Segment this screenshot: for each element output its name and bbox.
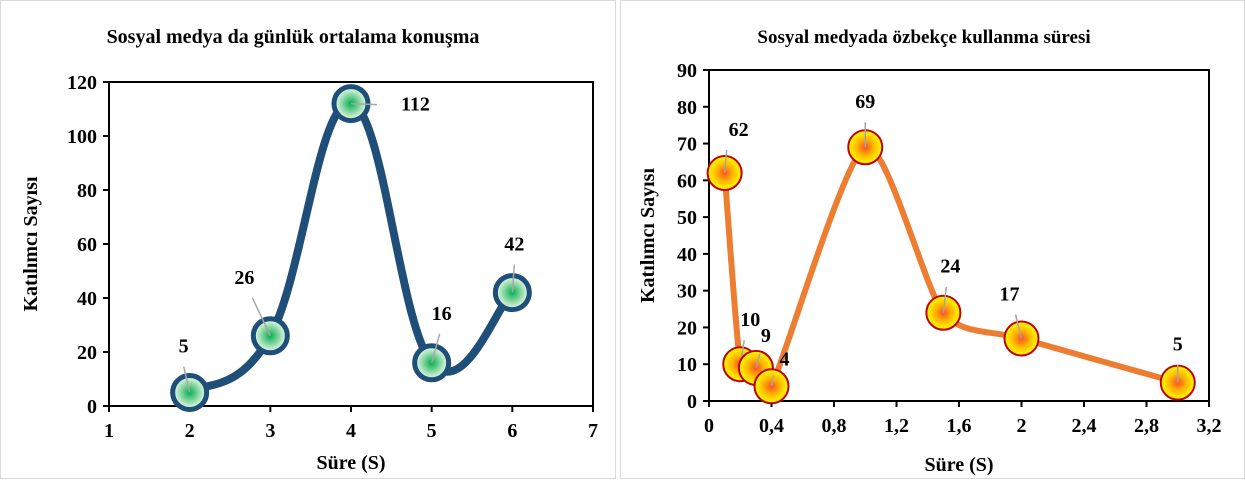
y-tick-label: 20 xyxy=(677,317,697,339)
data-label: 5 xyxy=(1173,334,1183,356)
x-axis-label: Süre (S) xyxy=(924,454,993,476)
x-tick-label: 1 xyxy=(104,420,114,442)
y-tick-label: 40 xyxy=(77,288,97,310)
data-label-leader xyxy=(1014,314,1023,339)
y-tick-label: 80 xyxy=(677,97,697,119)
y-tick-label: 10 xyxy=(677,354,697,376)
y-tick-label: 40 xyxy=(677,244,697,266)
y-tick-label: 50 xyxy=(677,207,697,229)
x-tick-label: 3 xyxy=(265,420,275,442)
y-tick-label: 100 xyxy=(67,126,97,148)
chart-right-svg: Sosyal medyada özbekçe kullanma süresi 0 1… xyxy=(637,27,1222,476)
data-label-leader xyxy=(755,353,761,369)
data-label-leader xyxy=(942,286,948,313)
data-label-leader xyxy=(350,102,378,106)
x-tick-label: 5 xyxy=(427,420,437,442)
data-label: 24 xyxy=(940,256,960,278)
x-tick-label: 2,8 xyxy=(1134,415,1159,437)
y-tick-label: 20 xyxy=(77,342,97,364)
x-tick-label: 6 xyxy=(507,420,517,442)
y-axis-label: Katılımcı Sayısı xyxy=(637,168,659,303)
y-tick-label: 0 xyxy=(87,396,97,418)
chart-title: Sosyal medyada özbekçe kullanma süresi xyxy=(757,27,1090,48)
x-tick-label: 0,8 xyxy=(822,415,847,437)
data-label: 5 xyxy=(179,336,189,358)
data-label-leader xyxy=(723,149,728,174)
y-tick-label: 30 xyxy=(677,281,697,303)
data-label-leader xyxy=(182,366,191,393)
data-label: 112 xyxy=(401,94,430,116)
x-tick-label: 2,4 xyxy=(1072,415,1097,437)
data-label: 26 xyxy=(234,267,254,289)
y-tick-label: 80 xyxy=(77,180,97,202)
y-axis-label: Katılımcı Sayısı xyxy=(20,176,42,311)
data-label: 62 xyxy=(729,119,749,141)
chart-title: Sosyal medya da günlük ortalama konuşma xyxy=(107,26,480,48)
x-tick-label: 4 xyxy=(346,420,356,442)
x-tick-label: 0 xyxy=(704,415,714,437)
series-line xyxy=(185,99,517,397)
data-label: 10 xyxy=(740,309,760,331)
x-tick-label: 7 xyxy=(588,420,598,442)
data-label: 9 xyxy=(761,325,771,347)
y-tick-label: 60 xyxy=(77,234,97,256)
x-tick-label: 2 xyxy=(185,420,195,442)
chart-panel-left: Sosyal medya da günlük ortalama konuşma 0… xyxy=(0,0,616,479)
x-tick-label: 3,2 xyxy=(1197,415,1222,437)
data-label-leader xyxy=(251,297,272,337)
data-label-leader xyxy=(511,264,516,293)
chart-left-svg: Sosyal medya da günlük ortalama konuşma 0… xyxy=(20,26,598,474)
x-tick-label: 1,6 xyxy=(947,415,972,437)
data-label-leader xyxy=(430,333,441,363)
data-label: 42 xyxy=(504,234,524,256)
x-axis-label: Süre (S) xyxy=(316,452,385,474)
x-tick-label: 2 xyxy=(1017,415,1027,437)
data-label: 17 xyxy=(1000,283,1020,305)
data-label: 69 xyxy=(855,91,875,113)
x-tick-label: 1,2 xyxy=(884,415,909,437)
y-tick-label: 60 xyxy=(677,170,697,192)
y-tick-label: 0 xyxy=(687,391,697,413)
data-label: 16 xyxy=(432,303,452,325)
y-tick-label: 90 xyxy=(677,60,697,82)
x-tick-label: 0,4 xyxy=(759,415,784,437)
y-tick-label: 70 xyxy=(677,134,697,156)
data-label-leader xyxy=(770,375,775,387)
chart-panel-right: Sosyal medyada özbekçe kullanma süresi 0 1… xyxy=(620,0,1245,479)
data-label: 4 xyxy=(780,348,790,370)
y-tick-label: 120 xyxy=(67,72,97,94)
